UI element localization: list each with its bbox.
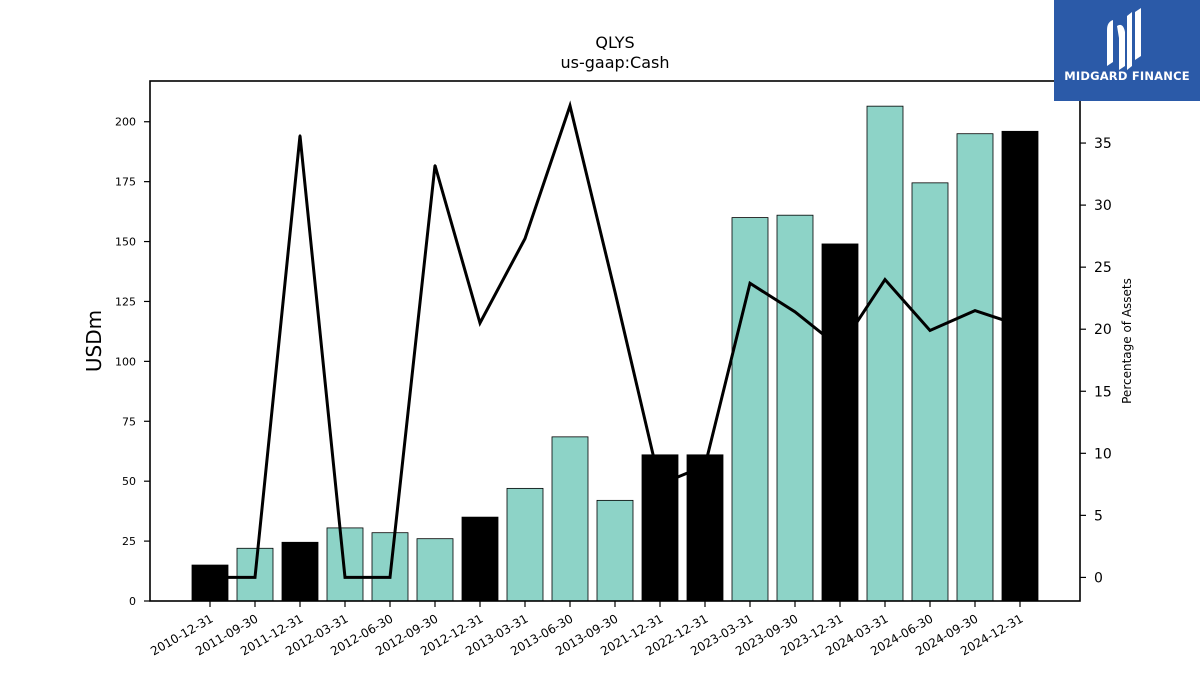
line-point <box>1018 324 1022 327</box>
bar <box>866 105 904 602</box>
bar <box>281 541 319 602</box>
line-point <box>388 576 392 579</box>
line-point <box>568 104 572 108</box>
line-point <box>298 134 302 137</box>
line-point <box>433 164 437 167</box>
y2-axis-label: Percentage of Assets <box>1120 278 1134 404</box>
bar <box>821 243 859 602</box>
y-axis-left: 0 25 50 75 100 125 150 175 200 <box>115 116 150 608</box>
brand-logo: MIDGARD FINANCE <box>1054 0 1200 101</box>
logo-text: MIDGARD FINANCE <box>1064 69 1190 83</box>
chart-subtitle: us-gaap:Cash <box>560 53 669 72</box>
y2-tick-label: 35 <box>1094 136 1112 152</box>
line-point <box>523 237 527 240</box>
chart-title: QLYS <box>595 33 634 52</box>
line-point <box>478 321 482 325</box>
bar <box>956 133 994 602</box>
bar <box>641 454 679 602</box>
y-tick-label: 50 <box>122 475 136 488</box>
line-point <box>883 278 887 281</box>
y2-tick-label: 20 <box>1094 322 1112 338</box>
line-point <box>973 309 977 312</box>
y-tick-label: 150 <box>115 236 136 249</box>
y2-tick-label: 5 <box>1094 508 1103 524</box>
y2-tick-label: 15 <box>1094 384 1112 400</box>
bar <box>461 516 499 602</box>
y-tick-label: 125 <box>115 295 136 308</box>
bar <box>506 487 544 602</box>
line-point <box>793 310 797 314</box>
bar <box>596 499 634 602</box>
y-tick-label: 25 <box>122 535 136 548</box>
line-point <box>208 576 212 579</box>
y-tick-label: 0 <box>129 595 136 608</box>
y-tick-label: 100 <box>115 355 136 368</box>
y2-tick-label: 25 <box>1094 260 1112 276</box>
line-point <box>343 576 347 579</box>
y2-tick-label: 0 <box>1094 570 1103 586</box>
y-tick-label: 200 <box>115 116 136 129</box>
bar <box>416 538 454 602</box>
bar <box>191 564 229 602</box>
bar <box>551 436 589 602</box>
line-point <box>703 464 707 467</box>
bar <box>686 454 724 602</box>
bar <box>1001 130 1039 602</box>
bar <box>731 217 769 602</box>
line-point <box>838 346 842 350</box>
line-point <box>658 483 662 486</box>
y-axis-label: USDm <box>82 310 106 372</box>
line-point <box>928 329 932 332</box>
line-point <box>253 576 257 579</box>
bar <box>911 182 949 602</box>
y2-tick-label: 10 <box>1094 446 1112 462</box>
bar <box>776 214 814 602</box>
line-series <box>208 100 1022 579</box>
y-tick-label: 175 <box>115 176 136 189</box>
y-axis-right: 0 5 10 15 20 25 30 35 <box>1080 136 1112 586</box>
logo-mark-icon <box>1107 8 1141 70</box>
x-axis: 2010-12-312011-09-302011-12-312012-03-31… <box>148 601 1026 658</box>
line-point <box>613 290 617 294</box>
y-tick-label: 75 <box>122 415 136 428</box>
line-point <box>748 282 752 285</box>
bar-series <box>191 105 1039 602</box>
y2-tick-label: 30 <box>1094 198 1112 214</box>
